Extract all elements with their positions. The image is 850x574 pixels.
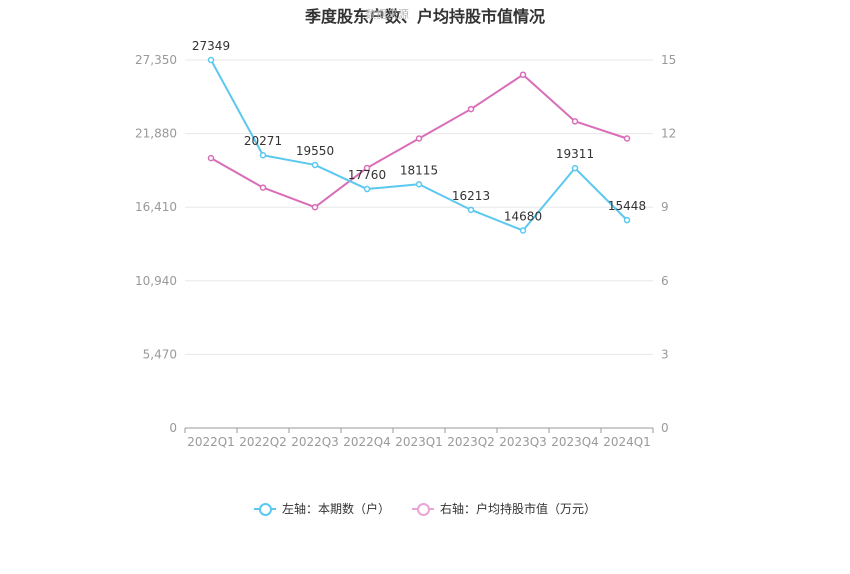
right-series-point: [571, 118, 579, 125]
watermark: 数据来源: [365, 8, 409, 21]
right-axis-tick-label: 9: [661, 200, 669, 214]
right-series-point: [415, 135, 423, 142]
legend: 左轴：本期数（户） 右轴：户均持股市值（万元）: [0, 500, 850, 517]
left-axis-tick-label: 0: [169, 421, 177, 435]
x-axis-tick-label: 2024Q1: [603, 435, 651, 449]
right-series-point: [259, 184, 267, 191]
x-axis-tick-label: 2022Q3: [291, 435, 339, 449]
right-series-point: [467, 105, 475, 113]
x-axis-tick-label: 2022Q1: [187, 435, 235, 449]
data-label: 17760: [348, 168, 386, 182]
left-series-point: [519, 227, 527, 234]
data-label: 20271: [244, 134, 282, 148]
data-label: 27349: [192, 39, 230, 53]
x-axis-tick-label: 2022Q2: [239, 435, 287, 449]
data-label: 15448: [608, 199, 646, 213]
data-label: 14680: [504, 209, 542, 223]
left-series-point: [259, 151, 267, 159]
right-series-point: [363, 164, 371, 172]
left-series-point: [311, 161, 319, 169]
right-axis-tick-label: 15: [661, 53, 676, 67]
legend-left-marker-icon: [253, 502, 276, 516]
left-series-point: [207, 56, 215, 64]
data-label: 19550: [296, 144, 334, 158]
left-axis-tick-label: 21,880: [135, 127, 177, 141]
legend-right-label: 右轴：户均持股市值（万元）: [440, 502, 597, 516]
right-series-point: [311, 203, 319, 211]
x-axis-tick-label: 2023Q1: [395, 435, 443, 449]
left-axis-tick-label: 16,410: [135, 200, 177, 214]
data-label: 18115: [400, 163, 438, 177]
left-series-point: [571, 164, 579, 172]
right-axis-tick-label: 0: [661, 421, 669, 435]
x-axis-tick-label: 2023Q3: [499, 435, 547, 449]
data-label: 19311: [556, 147, 594, 161]
x-axis-tick-label: 2023Q4: [551, 435, 599, 449]
legend-right-marker-icon: [412, 502, 434, 516]
left-axis-tick-label: 10,940: [135, 274, 177, 288]
left-axis-tick-label: 27,350: [135, 53, 177, 67]
chart-title: 季度股东户数、户均持股市值情况: [304, 7, 545, 26]
right-series-point: [623, 135, 631, 142]
legend-item-left-series[interactable]: 左轴：本期数（户）: [253, 500, 390, 517]
right-axis-tick-label: 6: [661, 274, 669, 288]
left-axis-tick-label: 5,470: [143, 347, 177, 361]
x-axis-tick-label: 2022Q4: [343, 435, 391, 449]
left-series-point: [623, 216, 631, 224]
data-label: 16213: [452, 189, 490, 203]
legend-left-label: 左轴：本期数（户）: [281, 502, 390, 516]
right-axis-tick-label: 12: [661, 127, 676, 141]
right-series-point: [207, 154, 215, 162]
left-series-point: [415, 181, 423, 188]
right-series-point: [519, 71, 527, 78]
right-axis-tick-label: 3: [661, 347, 669, 361]
left-series-point: [363, 185, 371, 193]
x-axis-tick-label: 2023Q2: [447, 435, 495, 449]
left-series-point: [467, 206, 475, 214]
legend-item-right-series[interactable]: 右轴：户均持股市值（万元）: [412, 500, 596, 517]
